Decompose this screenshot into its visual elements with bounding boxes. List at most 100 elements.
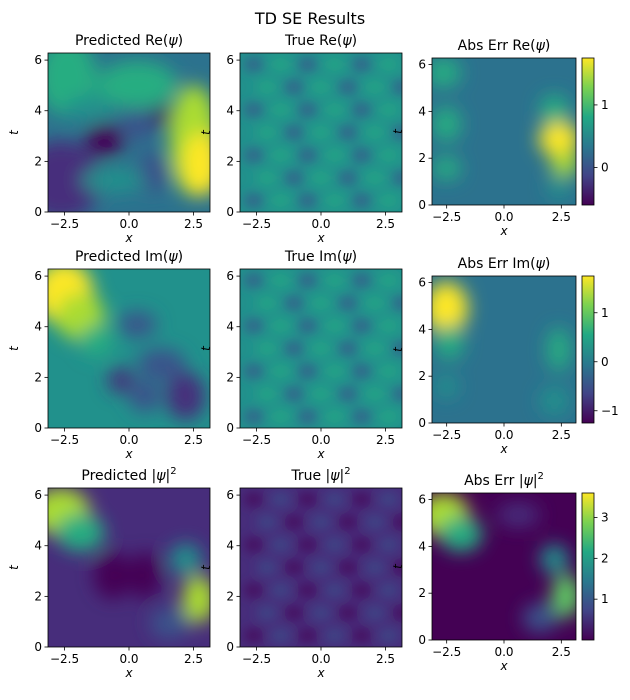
heatmap-cell <box>298 583 317 597</box>
heatmap-cell <box>244 194 263 208</box>
y-axis-label: t <box>391 346 405 352</box>
heatmap-cell <box>338 515 358 529</box>
x-tick-label: −2.5 <box>242 433 271 447</box>
x-axis-label: x <box>124 231 133 245</box>
x-tick-label: 2.5 <box>184 217 203 231</box>
y-tick-label: 6 <box>226 488 234 502</box>
panel-title-symbol: ψ <box>342 249 352 265</box>
heatmap-cell <box>311 515 331 529</box>
heatmap-cell <box>244 410 263 424</box>
panel-pred-re: −2.5 0.0 2.5 0 2 4 6 x t Predicted Re(ψ) <box>7 33 211 245</box>
heatmap-cell <box>325 629 344 643</box>
heatmap-region <box>107 367 134 394</box>
heatmap-region <box>150 607 189 640</box>
heatmap-region <box>540 544 569 574</box>
heatmap-cell <box>244 103 263 117</box>
panel-title-symbol: ψ <box>342 33 352 49</box>
y-tick-label: 2 <box>34 370 42 384</box>
panel-title-tail: ) <box>545 38 550 54</box>
heatmap-cell <box>298 194 317 208</box>
heatmap-region <box>547 327 571 372</box>
heatmap-cell <box>338 561 358 574</box>
heatmap-cell <box>311 606 331 620</box>
heatmap-cell <box>392 171 402 185</box>
y-tick-label: 0 <box>34 421 42 435</box>
panel-true-re: −2.5 0.0 2.5 0 2 4 6 x t True Re(ψ) <box>199 33 403 245</box>
y-axis-label: t <box>7 129 21 135</box>
x-axis-label: x <box>316 447 325 461</box>
heatmap-region <box>56 513 105 552</box>
heatmap-region <box>137 153 170 192</box>
panel-title: Abs Err |ψ|2 <box>464 471 544 489</box>
panel-pred-im: −2.5 0.0 2.5 0 2 4 6 x t Predicted Im(ψ) <box>7 249 211 461</box>
x-axis-label: x <box>124 447 133 461</box>
heatmap-region <box>85 124 125 157</box>
panel-true-im: −2.5 0.0 2.5 0 2 4 6 x t True Im(ψ) <box>199 249 403 461</box>
heatmap-cell <box>325 319 344 333</box>
panel-title-tail: | <box>340 468 345 484</box>
y-axis-label: t <box>391 563 405 569</box>
heatmap-cell <box>284 296 304 310</box>
x-tick-label: 0.0 <box>119 217 138 231</box>
y-tick-label: 0 <box>418 198 426 212</box>
heatmap-true-abs2 <box>240 488 402 647</box>
heatmap-cell <box>338 126 358 139</box>
heatmap-cell <box>392 126 402 139</box>
y-tick-label: 2 <box>418 369 426 383</box>
x-tick-label: 2.5 <box>552 645 571 659</box>
heatmap-cell <box>325 492 344 506</box>
heatmap-cell <box>271 364 290 378</box>
heatmap-cell <box>257 171 277 185</box>
heatmap-cell <box>298 364 317 378</box>
y-tick-label: 0 <box>226 421 234 435</box>
colorbar <box>581 492 595 641</box>
panel-title-text: True Im( <box>284 249 342 265</box>
heatmap-cell <box>311 126 331 139</box>
panel-title-text: True | <box>290 468 330 484</box>
heatmap-cell <box>379 364 398 378</box>
y-tick-label: 4 <box>418 539 426 553</box>
heatmap-cell <box>338 80 358 94</box>
y-tick-label: 6 <box>226 53 234 67</box>
y-tick-label: 4 <box>34 320 42 334</box>
panel-title: Predicted Im(ψ) <box>75 249 183 265</box>
x-tick-label: 2.5 <box>552 210 571 224</box>
x-tick-label: 0.0 <box>119 433 138 447</box>
heatmap-cell <box>244 538 263 552</box>
panel-title-tail: ) <box>352 33 357 49</box>
heatmap-cell <box>257 80 277 94</box>
heatmap-cell <box>365 171 385 185</box>
heatmap-cell <box>352 364 371 378</box>
heatmap-cell <box>271 194 290 208</box>
heatmap-cell <box>325 273 344 287</box>
heatmap-cell <box>365 387 385 401</box>
x-tick-label: 2.5 <box>376 433 395 447</box>
heatmap-cell <box>311 80 331 94</box>
panel-title-text: Abs Err Re( <box>458 38 536 54</box>
heatmap-region <box>129 380 162 413</box>
panel-title-tail: ) <box>178 33 183 49</box>
y-tick-label: 4 <box>34 104 42 118</box>
y-tick-label: 6 <box>34 488 42 502</box>
x-tick-label: −2.5 <box>50 433 79 447</box>
heatmap-cell <box>298 410 317 424</box>
heatmap-cell <box>257 606 277 620</box>
heatmap-cell <box>244 57 263 71</box>
panel-err-im: −2.5 0.0 2.5 0 2 4 6 x t Abs Err Im(ψ) −1 0 1 <box>391 256 619 456</box>
y-tick-label: 0 <box>34 640 42 654</box>
colorbar-tick-label: 0 <box>601 160 609 174</box>
heatmap-cell <box>392 561 402 574</box>
figure-suptitle: TD SE Results <box>254 9 365 28</box>
panel-title-symbol: ψ <box>168 249 178 265</box>
heatmap-cell <box>311 171 331 185</box>
panel-title-tail: ) <box>178 249 183 265</box>
heatmap-region <box>166 372 206 421</box>
heatmap-cell <box>298 148 317 162</box>
x-tick-label: 2.5 <box>184 433 203 447</box>
heatmap-region <box>129 551 162 600</box>
heatmap-cell <box>365 606 385 620</box>
panel-err-re: −2.5 0.0 2.5 0 2 4 6 x t Abs Err Re(ψ) 0 1 <box>391 38 609 238</box>
